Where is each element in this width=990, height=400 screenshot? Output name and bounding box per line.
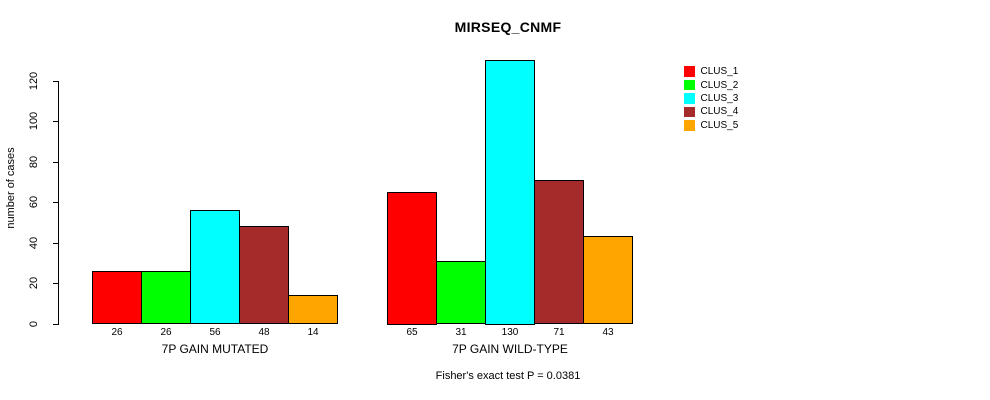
y-tick-mark bbox=[53, 202, 58, 203]
bar-clus_3 bbox=[485, 60, 535, 325]
bar-value-label: 43 bbox=[602, 326, 614, 338]
legend-label: CLUS_3 bbox=[700, 92, 739, 104]
legend-swatch-clus_4 bbox=[684, 106, 695, 118]
bar-clus_1 bbox=[92, 270, 142, 325]
legend-swatch-clus_1 bbox=[684, 66, 695, 77]
legend-item: CLUS_5 bbox=[684, 119, 738, 132]
bar-clus_5 bbox=[583, 236, 633, 325]
legend-item: CLUS_2 bbox=[684, 78, 738, 91]
bar-clus_3 bbox=[190, 210, 240, 325]
bar-clus_5 bbox=[288, 295, 338, 325]
bar-value-label: 26 bbox=[111, 326, 123, 338]
y-tick-mark bbox=[53, 283, 58, 284]
footnote: Fisher's exact test P = 0.0381 bbox=[435, 370, 581, 382]
group-label: 7P GAIN MUTATED bbox=[161, 341, 269, 356]
y-tick-mark bbox=[53, 242, 58, 244]
legend-swatch-clus_3 bbox=[684, 93, 695, 104]
chart-title: MIRSEQ_CNMF bbox=[454, 19, 562, 35]
bar-value-label: 14 bbox=[307, 326, 319, 338]
legend: CLUS_1 CLUS_2 CLUS_3 CLUS_4 CLUS_5 bbox=[684, 65, 738, 132]
y-tick-mark bbox=[53, 323, 58, 325]
bar-value-label: 65 bbox=[406, 326, 418, 338]
bar-value-label: 130 bbox=[501, 326, 519, 338]
bar-value-label: 71 bbox=[553, 326, 565, 338]
legend-label: CLUS_2 bbox=[700, 79, 739, 91]
bar-clus_1 bbox=[387, 191, 437, 325]
legend-label: CLUS_1 bbox=[700, 66, 739, 78]
y-tick-mark bbox=[53, 121, 58, 122]
bar-clus_4 bbox=[534, 179, 584, 325]
group-label: 7P GAIN WILD-TYPE bbox=[452, 341, 568, 356]
bar-clus_2 bbox=[141, 270, 191, 325]
legend-label: CLUS_4 bbox=[700, 106, 739, 118]
legend-label: CLUS_5 bbox=[700, 119, 739, 131]
bar-value-label: 48 bbox=[258, 326, 270, 338]
y-axis-line bbox=[58, 80, 59, 325]
bar-value-label: 31 bbox=[455, 326, 467, 338]
bar-clus_2 bbox=[436, 260, 486, 325]
bar-clus_4 bbox=[239, 226, 289, 325]
legend-item: CLUS_1 bbox=[684, 65, 738, 78]
legend-swatch-clus_5 bbox=[684, 120, 695, 131]
legend-swatch-clus_2 bbox=[684, 79, 695, 91]
y-tick-mark bbox=[53, 161, 58, 163]
bar-value-label: 56 bbox=[209, 326, 221, 338]
y-tick-mark bbox=[53, 80, 58, 82]
legend-item: CLUS_4 bbox=[684, 105, 738, 118]
bar-value-label: 26 bbox=[160, 326, 172, 338]
legend-item: CLUS_3 bbox=[684, 92, 738, 105]
